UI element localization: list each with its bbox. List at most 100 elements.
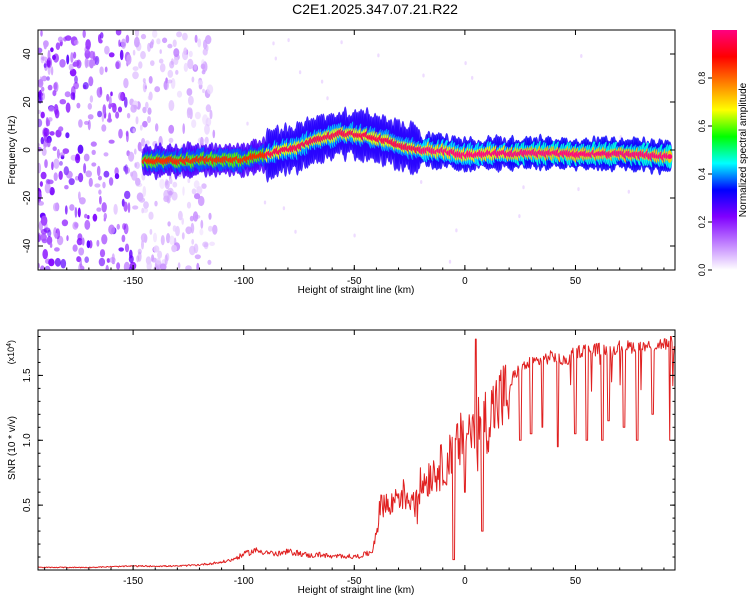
noise-blob: [78, 172, 84, 183]
noise-blob: [55, 42, 61, 50]
signal-blob: [667, 154, 673, 160]
noise-blob: [190, 222, 195, 234]
noise-blob: [134, 30, 140, 38]
noise-blob: [44, 182, 51, 194]
noise-blob: [41, 147, 47, 156]
snr-scale-factor: (x104): [6, 340, 17, 364]
noise-blob: [49, 131, 55, 136]
noise-blob: [89, 95, 94, 103]
noise-blob: [103, 152, 109, 157]
noise-blob: [118, 128, 123, 139]
noise-blob: [101, 234, 108, 245]
noise-blob: [119, 49, 124, 61]
noise-blob: [142, 81, 147, 93]
noise-blob: [197, 38, 202, 48]
noise-blob: [135, 177, 141, 186]
noise-blob: [353, 233, 356, 238]
noise-blob: [43, 227, 51, 233]
noise-blob: [110, 102, 117, 108]
noise-blob: [73, 51, 77, 59]
noise-blob: [194, 111, 201, 120]
noise-blob: [152, 30, 158, 38]
noise-blob: [83, 153, 90, 162]
noise-blob: [272, 41, 275, 46]
noise-blob: [62, 148, 70, 155]
noise-blob: [43, 127, 50, 137]
noise-blob: [287, 38, 290, 43]
noise-blob: [105, 264, 109, 270]
noise-blob: [172, 39, 177, 48]
noise-blob: [121, 38, 127, 49]
noise-blob: [126, 54, 132, 65]
noise-blob: [38, 234, 41, 243]
noise-blob: [38, 146, 42, 152]
noise-blob: [85, 170, 92, 178]
noise-blob: [52, 90, 57, 97]
noise-blob: [115, 30, 122, 36]
noise-blob: [123, 261, 130, 270]
noise-blob: [79, 257, 82, 268]
noise-blob: [58, 170, 63, 180]
noise-blob: [448, 259, 452, 264]
noise-blob: [204, 136, 209, 145]
noise-blob: [176, 90, 183, 98]
noise-blob: [77, 233, 83, 241]
noise-blob: [139, 124, 143, 131]
noise-blob: [59, 59, 66, 68]
colorbar-tick-label: 0.0: [697, 264, 707, 277]
noise-blob: [75, 154, 81, 164]
noise-blob: [81, 237, 85, 246]
noise-blob: [185, 226, 192, 235]
noise-blob: [113, 203, 118, 215]
noise-blob: [191, 76, 195, 83]
noise-blob: [326, 96, 329, 101]
noise-blob: [148, 91, 153, 101]
noise-blob: [202, 241, 209, 248]
noise-blob: [40, 111, 45, 119]
noise-blob: [46, 57, 53, 69]
spectrogram-x-ticks: -150 -100 -50 0 50: [44, 30, 665, 287]
noise-blob: [186, 201, 192, 209]
noise-blob: [76, 59, 82, 69]
noise-blob: [124, 96, 128, 108]
noise-blob: [132, 71, 139, 80]
spectrogram-x-label: Height of straight line (km): [298, 285, 415, 296]
noise-blob: [298, 70, 302, 75]
noise-blob: [65, 102, 71, 113]
noise-blob: [208, 212, 212, 220]
noise-blob: [168, 100, 175, 111]
noise-blob: [164, 180, 170, 190]
noise-blob: [82, 82, 89, 90]
noise-blob: [522, 185, 525, 190]
noise-blob: [201, 183, 207, 189]
noise-blob: [83, 163, 87, 174]
noise-blob: [200, 63, 206, 70]
noise-blob: [54, 247, 60, 252]
colorbar-gradient: [712, 30, 737, 270]
x-tick-label: 0: [462, 276, 468, 287]
noise-blob: [191, 119, 197, 128]
noise-blob: [187, 178, 191, 184]
noise-blob: [88, 177, 93, 187]
noise-blob: [44, 159, 48, 169]
noise-blob: [167, 43, 173, 49]
noise-blob: [202, 48, 208, 56]
noise-blob: [53, 82, 58, 90]
noise-blob: [87, 114, 94, 120]
noise-blob: [44, 265, 51, 270]
noise-blob: [108, 139, 115, 144]
noise-blob: [42, 249, 48, 260]
noise-blob: [159, 263, 167, 270]
noise-blob: [108, 177, 114, 186]
noise-blob: [157, 250, 163, 259]
noise-blob: [173, 57, 179, 65]
noise-blob: [39, 181, 44, 187]
noise-blob: [96, 207, 102, 212]
noise-blob: [72, 61, 78, 67]
noise-blob: [111, 253, 115, 262]
spectrogram-y-ticks: -40 -20 0 20 40: [22, 48, 675, 253]
noise-blob: [118, 91, 124, 101]
noise-blob: [167, 187, 174, 196]
noise-blob: [123, 78, 129, 89]
